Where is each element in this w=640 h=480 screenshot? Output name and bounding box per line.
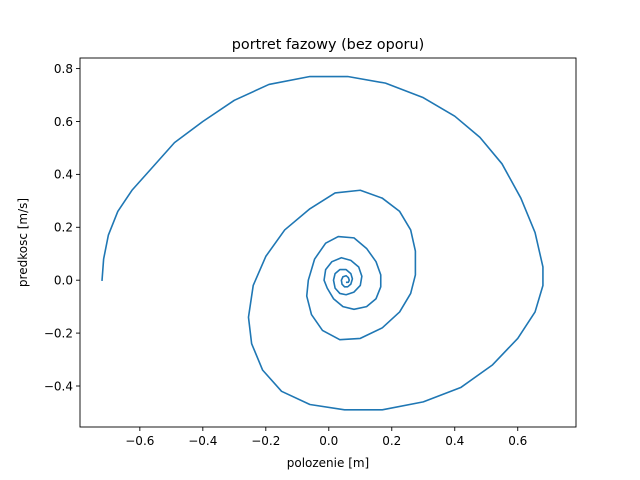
y-axis: −0.4 −0.2 0.0 0.2 0.4 0.6 0.8: [44, 62, 80, 393]
x-tick-label: 0.2: [382, 434, 401, 448]
y-tick-label: 0.8: [54, 62, 73, 76]
series-line: [101, 75, 544, 411]
x-axis-label: polozenie [m]: [287, 456, 370, 470]
plot-area: [101, 75, 544, 411]
axes-frame: [79, 57, 577, 428]
y-tick-label: 0.0: [54, 273, 73, 287]
y-axis-label: predkosc [m/s]: [16, 198, 30, 287]
y-tick-label: −0.2: [44, 326, 73, 340]
x-tick-label: −0.2: [251, 434, 280, 448]
x-tick-label: 0.6: [508, 434, 527, 448]
y-tick-label: −0.4: [44, 379, 73, 393]
y-tick-label: 0.4: [54, 168, 73, 182]
chart-title: portret fazowy (bez oporu): [232, 37, 424, 53]
x-tick-label: −0.6: [125, 434, 154, 448]
y-tick-label: 0.6: [54, 115, 73, 129]
y-tick-label: 0.2: [54, 221, 73, 235]
x-tick-label: −0.4: [188, 434, 217, 448]
x-tick-label: 0.4: [445, 434, 464, 448]
x-axis: −0.6 −0.4 −0.2 0.0 0.2 0.4 0.6: [125, 427, 527, 448]
x-tick-label: 0.0: [319, 434, 338, 448]
